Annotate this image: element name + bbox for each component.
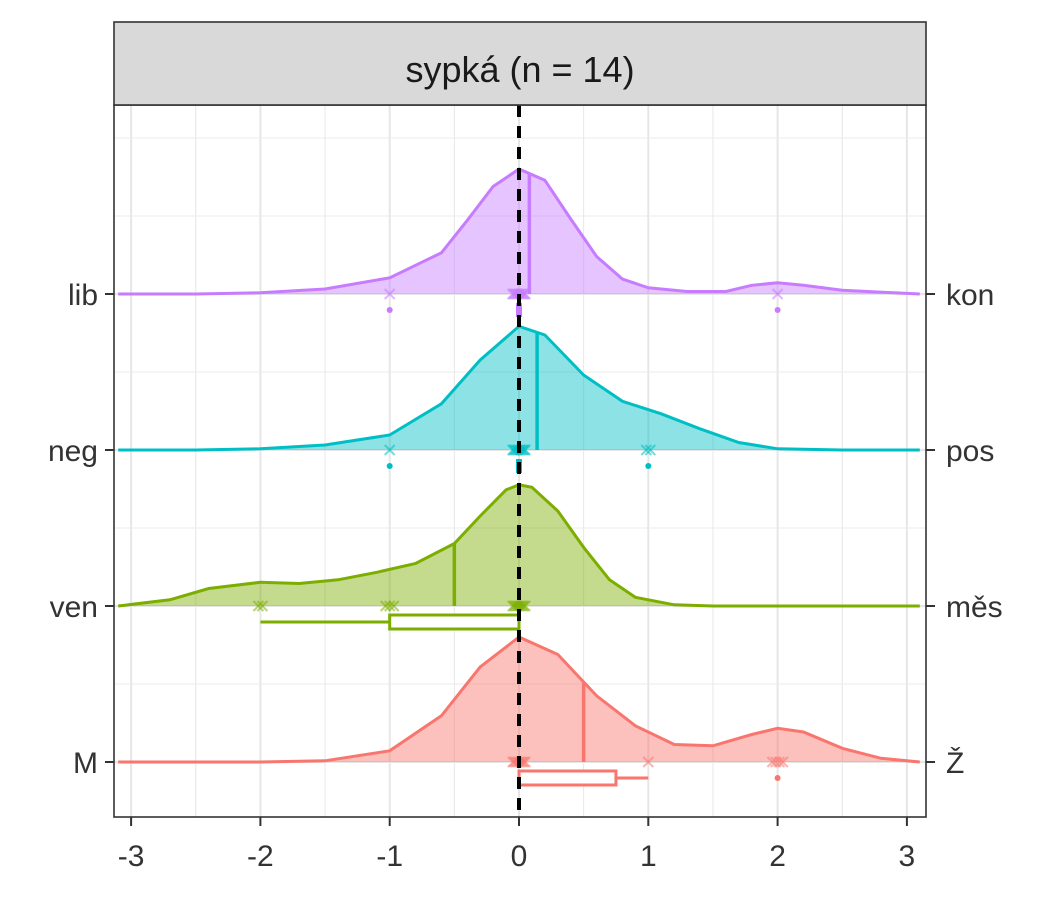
data-point-mark <box>519 444 532 456</box>
y-label-right: pos <box>946 435 994 468</box>
y-label-left: ven <box>50 591 98 624</box>
facet-title: sypká (n = 14) <box>405 49 634 90</box>
boxplot-outlier <box>774 775 781 781</box>
data-point-mark <box>771 288 784 300</box>
point-stroke <box>773 756 786 768</box>
x-tick-label: 3 <box>899 840 916 873</box>
data-point-mark <box>383 288 396 300</box>
density-line <box>118 635 920 764</box>
point-stroke <box>777 756 789 768</box>
point-stroke <box>383 288 396 300</box>
point-stroke <box>640 444 653 456</box>
data-point-mark <box>519 600 531 612</box>
data-point-mark <box>642 756 655 768</box>
point-stroke <box>252 600 265 612</box>
series-ven-měs <box>118 483 920 631</box>
y-axis: lib kon neg pos ven měs M Ž <box>48 279 1003 780</box>
y-label-left: neg <box>48 435 98 468</box>
strip-background <box>113 21 927 106</box>
data-point-mark <box>773 756 786 768</box>
point-stroke <box>771 288 784 300</box>
x-tick-label: -1 <box>376 840 403 873</box>
data-point-mark <box>777 756 789 768</box>
point-stroke <box>519 444 532 456</box>
data-point-mark <box>644 444 657 456</box>
boxplot-box <box>517 769 618 787</box>
point-stroke <box>519 288 532 300</box>
boxplot-box <box>388 613 521 631</box>
density-line <box>118 483 920 608</box>
y-label-right: měs <box>946 591 1003 624</box>
point-stroke <box>256 600 269 612</box>
data-point-mark <box>640 444 653 456</box>
point-stroke <box>642 756 655 768</box>
point-stroke <box>383 600 396 612</box>
data-point-mark <box>387 600 400 612</box>
data-point-mark <box>519 756 531 768</box>
y-label-right: kon <box>946 279 994 312</box>
point-stroke <box>519 756 531 768</box>
point-stroke <box>387 600 400 612</box>
density-line <box>118 324 920 452</box>
x-tick-label: -3 <box>118 840 145 873</box>
y-label-left: lib <box>68 279 98 312</box>
data-point-mark <box>383 444 396 456</box>
boxplot-outlier <box>386 463 393 469</box>
boxplot-outlier <box>386 307 393 313</box>
y-label-left: M <box>73 747 98 780</box>
density-area <box>118 484 920 606</box>
x-tick-label: 1 <box>640 840 657 873</box>
data-point-mark <box>519 288 532 300</box>
x-tick-label: 2 <box>769 840 786 873</box>
point-stroke <box>383 444 396 456</box>
x-tick-label: 0 <box>511 840 528 873</box>
data-point-mark <box>256 600 269 612</box>
y-label-right: Ž <box>946 747 964 780</box>
boxplot-box <box>516 303 522 317</box>
data-point-mark <box>383 600 396 612</box>
x-tick-label: -2 <box>247 840 274 873</box>
facet-strip: sypká (n = 14) <box>113 21 927 106</box>
boxplot-outlier <box>645 463 652 469</box>
x-axis: -3 -2 -1 0 1 2 3 <box>118 817 915 873</box>
point-stroke <box>644 444 657 456</box>
boxplot-outlier <box>774 307 781 313</box>
data-point-mark <box>252 600 265 612</box>
density-line <box>118 167 920 296</box>
point-stroke <box>519 600 531 612</box>
